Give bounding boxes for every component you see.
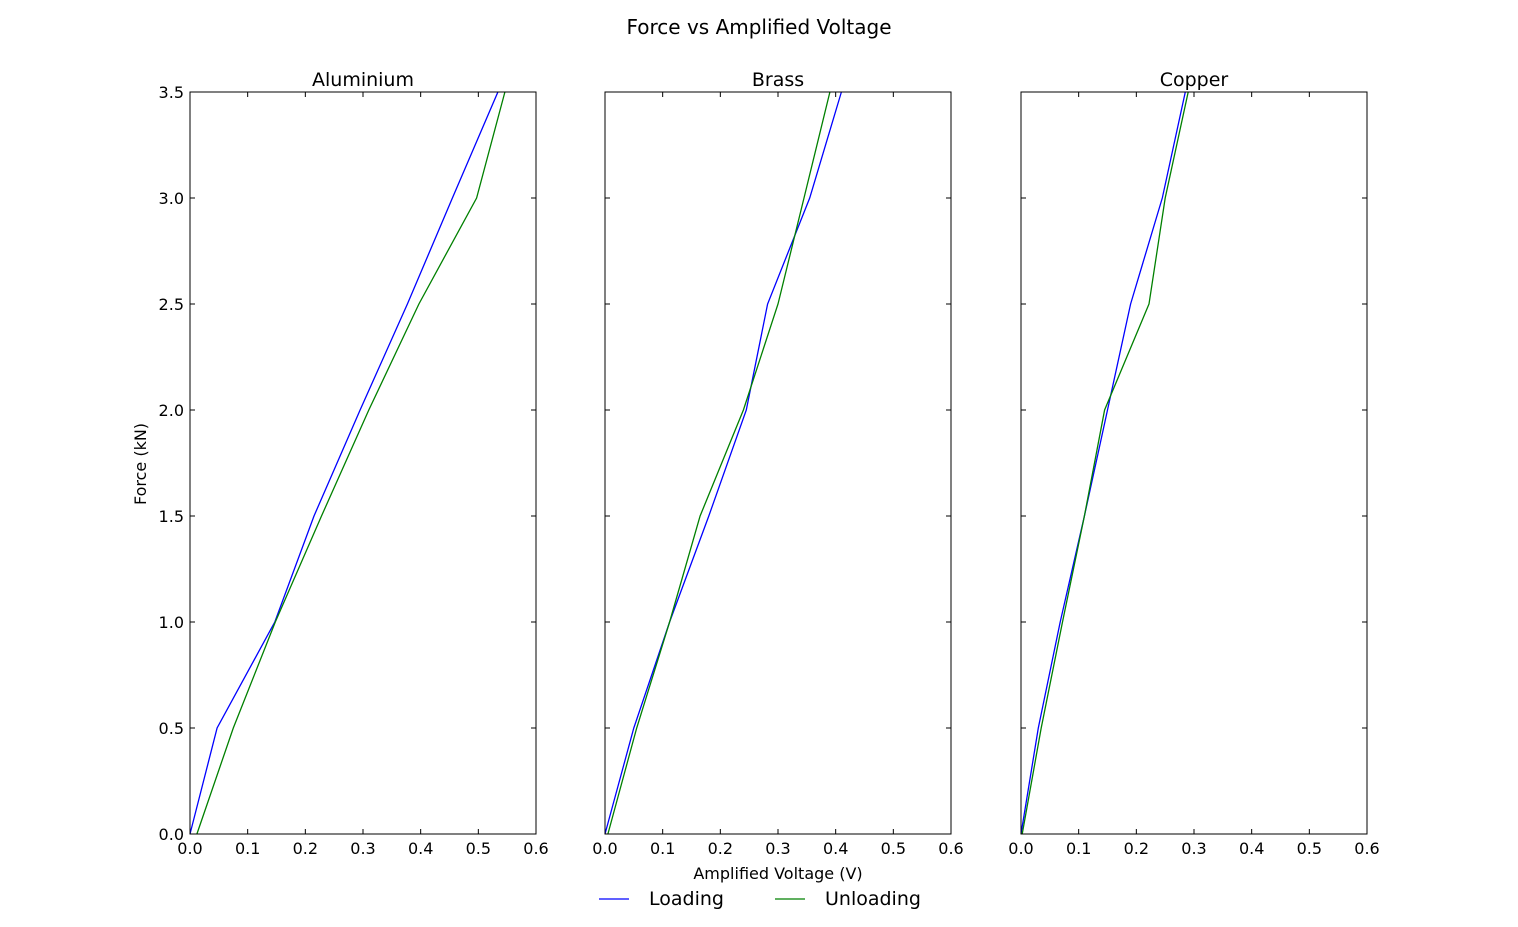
x-tick-label-copper: 0.2 [1124, 839, 1149, 858]
plot-frame-aluminium [189, 91, 537, 835]
subplots: Aluminium 0.0 0.1 0.2 0.3 0.4 0.5 0.6 0.0 0.5 1.0 1… [159, 69, 1380, 858]
series-line-unloading-brass [607, 91, 831, 835]
figure-title: Force vs Amplified Voltage [626, 15, 891, 39]
y-tick-label-aluminium: 3.5 [159, 83, 184, 102]
x-tick-label-aluminium: 0.6 [523, 839, 548, 858]
subplot-title-copper: Copper [1160, 69, 1229, 91]
y-tick-label-aluminium: 1.0 [159, 613, 184, 632]
plot-frame-brass [604, 91, 952, 835]
legend-label-unloading: Unloading [825, 888, 921, 910]
x-tick-label-copper: 0.0 [1008, 839, 1033, 858]
series-line-unloading-aluminium [196, 91, 506, 835]
y-axis-label: Force (kN) [131, 423, 150, 505]
x-tick-label-copper: 0.4 [1239, 839, 1264, 858]
x-tick-label-aluminium: 0.0 [177, 839, 202, 858]
y-tick-label-aluminium: 1.5 [159, 507, 184, 526]
x-axis-label: Amplified Voltage (V) [693, 864, 862, 883]
series-line-loading-copper [1020, 91, 1186, 835]
y-tick-label-aluminium: 2.5 [159, 295, 184, 314]
x-tick-label-aluminium: 0.5 [466, 839, 491, 858]
x-tick-label-brass: 0.0 [592, 839, 617, 858]
x-tick-label-brass: 0.4 [823, 839, 848, 858]
y-tick-label-aluminium: 0.5 [159, 719, 184, 738]
x-tick-label-aluminium: 0.4 [408, 839, 433, 858]
x-tick-label-brass: 0.6 [938, 839, 963, 858]
x-tick-label-aluminium: 0.2 [293, 839, 318, 858]
series-line-unloading-copper [1021, 91, 1189, 835]
x-tick-label-brass: 0.5 [881, 839, 906, 858]
y-tick-label-aluminium: 0.0 [159, 825, 184, 844]
legend-entry-loading: Loading [599, 888, 724, 910]
subplot-title-brass: Brass [752, 69, 804, 91]
x-tick-label-copper: 0.5 [1297, 839, 1322, 858]
x-tick-label-brass: 0.2 [708, 839, 733, 858]
series-line-loading-brass [604, 91, 843, 835]
subplot-title-aluminium: Aluminium [312, 69, 414, 91]
plot-frame-copper [1020, 91, 1368, 835]
legend: Loading Unloading [599, 888, 921, 910]
x-tick-label-copper: 0.3 [1181, 839, 1206, 858]
y-tick-label-aluminium: 2.0 [159, 401, 184, 420]
x-tick-label-copper: 0.1 [1066, 839, 1091, 858]
legend-entry-unloading: Unloading [775, 888, 921, 910]
legend-label-loading: Loading [649, 888, 724, 910]
x-tick-label-brass: 0.1 [650, 839, 675, 858]
series-line-loading-aluminium [189, 91, 499, 835]
subplot-aluminium: Aluminium 0.0 0.1 0.2 0.3 0.4 0.5 0.6 0.0 0.5 1.0 1… [159, 69, 549, 858]
x-tick-label-brass: 0.3 [765, 839, 790, 858]
x-tick-label-aluminium: 0.1 [235, 839, 260, 858]
x-tick-label-copper: 0.6 [1354, 839, 1379, 858]
subplot-copper: Copper 0.0 0.1 0.2 0.3 0.4 0.5 0.6 [1008, 69, 1379, 858]
x-tick-label-aluminium: 0.3 [350, 839, 375, 858]
subplot-brass: Brass 0.0 0.1 0.2 0.3 0.4 0.5 0.6 [592, 69, 963, 858]
y-tick-label-aluminium: 3.0 [159, 189, 184, 208]
